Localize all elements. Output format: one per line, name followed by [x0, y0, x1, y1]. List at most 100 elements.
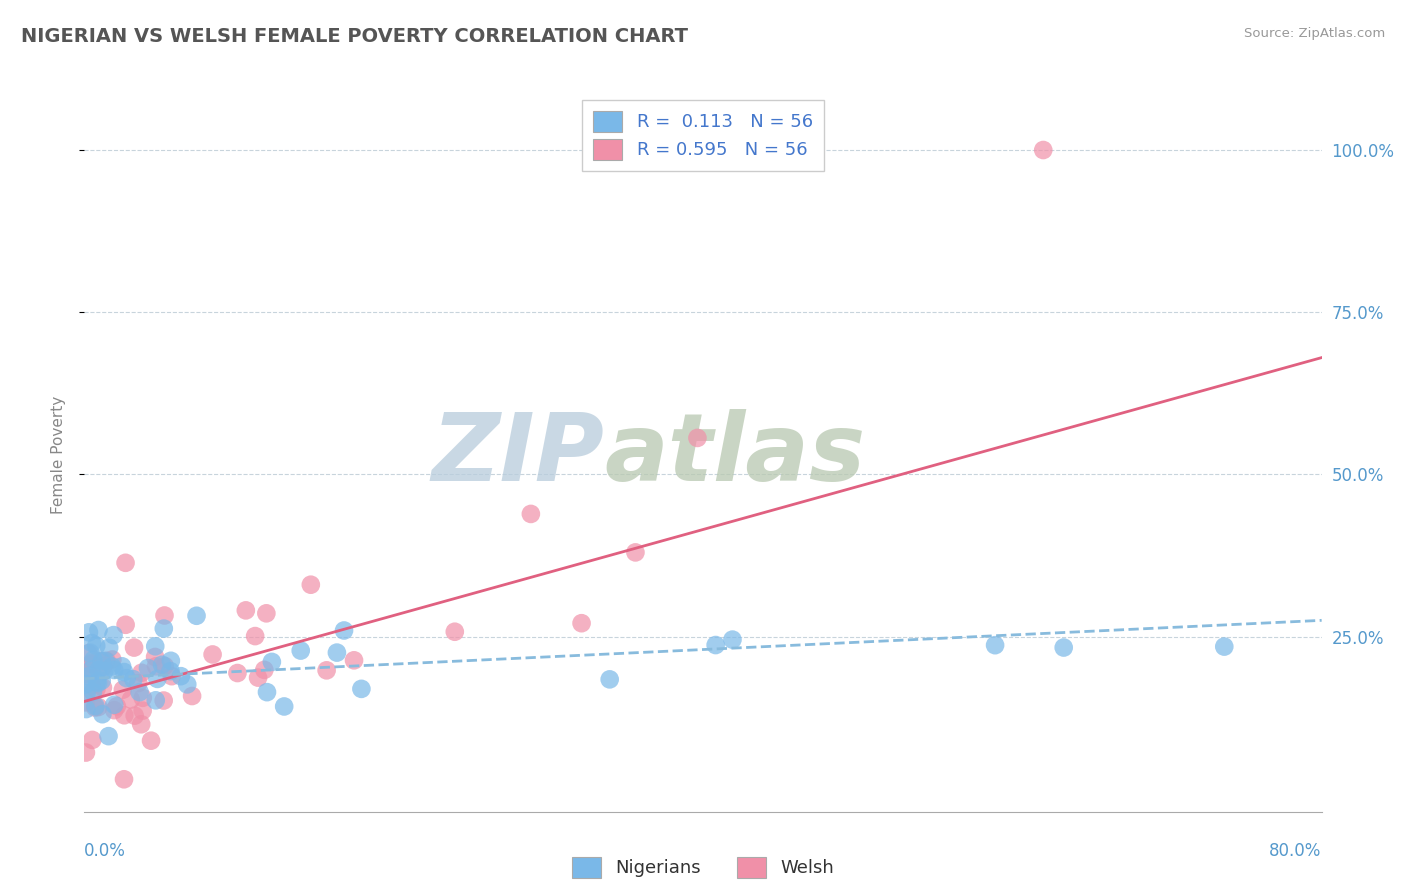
Point	[80, 663, 103, 677]
Point	[186, 608, 208, 623]
Point	[153, 622, 176, 636]
Point	[115, 671, 138, 685]
Point	[146, 672, 169, 686]
Point	[181, 689, 204, 703]
Point	[235, 603, 257, 617]
Point	[132, 690, 155, 705]
Point	[75, 746, 97, 760]
Point	[112, 665, 135, 679]
Legend: Nigerians, Welsh: Nigerians, Welsh	[565, 849, 841, 885]
Point	[145, 693, 167, 707]
Point	[77, 646, 100, 660]
Point	[90, 654, 112, 668]
Point	[84, 700, 107, 714]
Point	[152, 693, 174, 707]
Point	[153, 659, 176, 673]
Point	[143, 650, 166, 665]
Point	[160, 669, 183, 683]
Point	[120, 692, 142, 706]
Point	[87, 623, 110, 637]
Point	[326, 646, 349, 660]
Point	[75, 702, 97, 716]
Point	[1053, 640, 1076, 655]
Point	[103, 698, 125, 712]
Point	[122, 640, 145, 655]
Point	[124, 708, 146, 723]
Point	[77, 669, 100, 683]
Point	[80, 636, 103, 650]
Point	[114, 617, 136, 632]
Text: Source: ZipAtlas.com: Source: ZipAtlas.com	[1244, 27, 1385, 40]
Point	[80, 679, 103, 693]
Point	[86, 675, 108, 690]
Point	[83, 653, 105, 667]
Point	[101, 652, 124, 666]
Point	[1213, 640, 1236, 654]
Point	[273, 699, 295, 714]
Point	[76, 686, 98, 700]
Point	[599, 673, 621, 687]
Point	[201, 648, 224, 662]
Text: NIGERIAN VS WELSH FEMALE POVERTY CORRELATION CHART: NIGERIAN VS WELSH FEMALE POVERTY CORRELA…	[21, 27, 688, 45]
Point	[93, 664, 115, 678]
Point	[98, 640, 121, 655]
Point	[260, 655, 283, 669]
Point	[101, 659, 124, 673]
Point	[333, 624, 356, 638]
Point	[704, 638, 727, 652]
Point	[243, 629, 266, 643]
Point	[226, 666, 249, 681]
Point	[253, 663, 276, 677]
Point	[75, 695, 97, 709]
Point	[143, 640, 166, 654]
Point	[315, 664, 337, 678]
Point	[90, 654, 112, 668]
Point	[111, 659, 134, 673]
Point	[112, 708, 135, 723]
Point	[150, 657, 173, 672]
Point	[129, 717, 152, 731]
Point	[103, 628, 125, 642]
Point	[97, 729, 120, 743]
Point	[75, 677, 97, 691]
Point	[80, 657, 103, 671]
Point	[176, 677, 198, 691]
Point	[136, 661, 159, 675]
Point	[91, 681, 114, 695]
Point	[112, 772, 135, 787]
Point	[443, 624, 465, 639]
Point	[128, 685, 150, 699]
Point	[82, 733, 104, 747]
Point	[105, 699, 128, 714]
Point	[127, 676, 149, 690]
Point	[82, 657, 104, 671]
Point	[94, 654, 117, 668]
Point	[571, 616, 593, 631]
Point	[75, 666, 97, 681]
Point	[80, 664, 103, 678]
Point	[90, 673, 112, 688]
Point	[131, 665, 153, 680]
Y-axis label: Female Poverty: Female Poverty	[51, 396, 66, 514]
Point	[91, 660, 114, 674]
Point	[77, 625, 100, 640]
Text: ZIP: ZIP	[432, 409, 605, 501]
Point	[159, 664, 181, 678]
Point	[86, 682, 108, 697]
Point	[299, 578, 322, 592]
Point	[350, 681, 373, 696]
Point	[91, 707, 114, 722]
Point	[256, 685, 278, 699]
Point	[343, 653, 366, 667]
Point	[170, 669, 193, 683]
Point	[84, 639, 107, 653]
Point	[624, 545, 647, 559]
Point	[520, 507, 543, 521]
Point	[87, 676, 110, 690]
Point	[96, 654, 118, 668]
Text: 80.0%: 80.0%	[1270, 842, 1322, 860]
Text: 0.0%: 0.0%	[84, 842, 127, 860]
Point	[103, 663, 125, 677]
Point	[153, 608, 176, 623]
Point	[87, 663, 110, 677]
